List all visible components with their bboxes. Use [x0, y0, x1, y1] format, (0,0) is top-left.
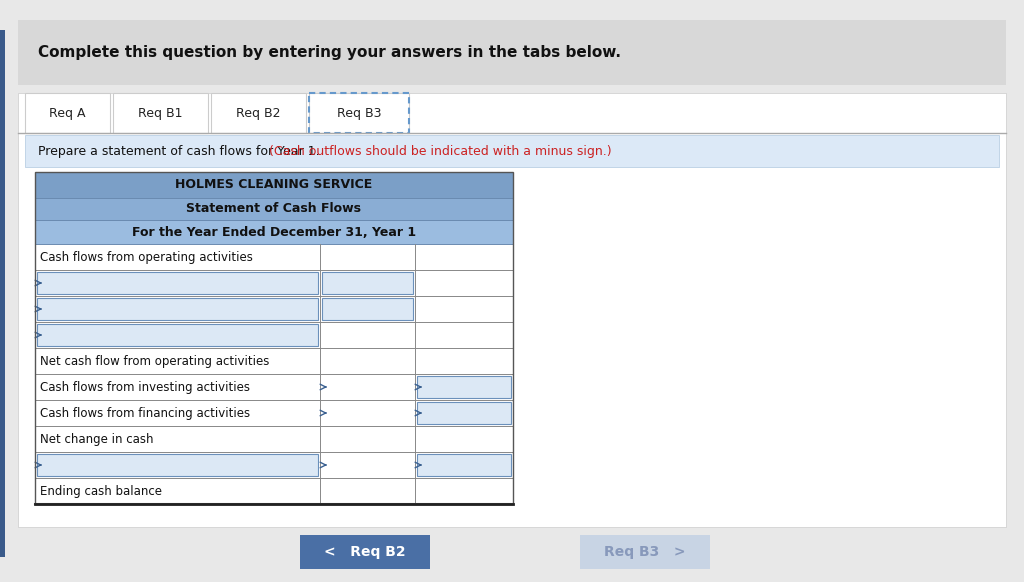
Bar	[309, 93, 409, 133]
Bar	[580, 535, 710, 569]
Bar	[35, 296, 513, 322]
Text: Req A: Req A	[49, 107, 86, 119]
Text: Req B3: Req B3	[337, 107, 381, 119]
Text: <   Req B2: < Req B2	[325, 545, 406, 559]
Bar	[35, 426, 513, 452]
Bar	[322, 298, 413, 320]
Bar	[322, 272, 413, 294]
Bar	[211, 93, 306, 133]
Bar	[37, 324, 318, 346]
Bar	[309, 93, 409, 133]
Bar	[25, 93, 110, 133]
Text: (Cash outflows should be indicated with a minus sign.): (Cash outflows should be indicated with …	[265, 144, 611, 158]
Bar	[18, 20, 1006, 85]
Bar	[300, 535, 430, 569]
Bar	[35, 198, 513, 220]
Bar	[35, 322, 513, 348]
Text: Prepare a statement of cash flows for Year 1.: Prepare a statement of cash flows for Ye…	[38, 144, 319, 158]
Bar	[37, 272, 318, 294]
Text: Complete this question by entering your answers in the tabs below.: Complete this question by entering your …	[38, 45, 621, 60]
Text: Net cash flow from operating activities: Net cash flow from operating activities	[40, 354, 269, 367]
Bar	[25, 135, 999, 167]
Bar	[113, 93, 208, 133]
Bar	[417, 402, 511, 424]
Bar	[35, 374, 513, 400]
Text: Cash flows from financing activities: Cash flows from financing activities	[40, 406, 250, 420]
Text: For the Year Ended December 31, Year 1: For the Year Ended December 31, Year 1	[132, 225, 416, 239]
Bar	[35, 348, 513, 374]
Text: Req B2: Req B2	[237, 107, 281, 119]
Bar	[35, 400, 513, 426]
Bar	[35, 244, 513, 270]
Text: Req B3   >: Req B3 >	[604, 545, 686, 559]
Bar	[37, 454, 318, 476]
Text: Statement of Cash Flows: Statement of Cash Flows	[186, 203, 361, 215]
Bar	[0, 30, 5, 557]
Bar	[35, 452, 513, 478]
Bar	[18, 93, 1006, 527]
Bar	[417, 376, 511, 398]
Text: Cash flows from operating activities: Cash flows from operating activities	[40, 250, 253, 264]
Bar	[37, 298, 318, 320]
Bar	[35, 172, 513, 504]
Bar	[35, 270, 513, 296]
Bar	[35, 172, 513, 198]
Text: Ending cash balance: Ending cash balance	[40, 484, 162, 498]
Bar	[417, 454, 511, 476]
Text: Net change in cash: Net change in cash	[40, 432, 154, 445]
Text: HOLMES CLEANING SERVICE: HOLMES CLEANING SERVICE	[175, 179, 373, 191]
Bar	[35, 220, 513, 244]
Text: Req B1: Req B1	[138, 107, 182, 119]
Text: Cash flows from investing activities: Cash flows from investing activities	[40, 381, 250, 393]
Bar	[35, 478, 513, 504]
